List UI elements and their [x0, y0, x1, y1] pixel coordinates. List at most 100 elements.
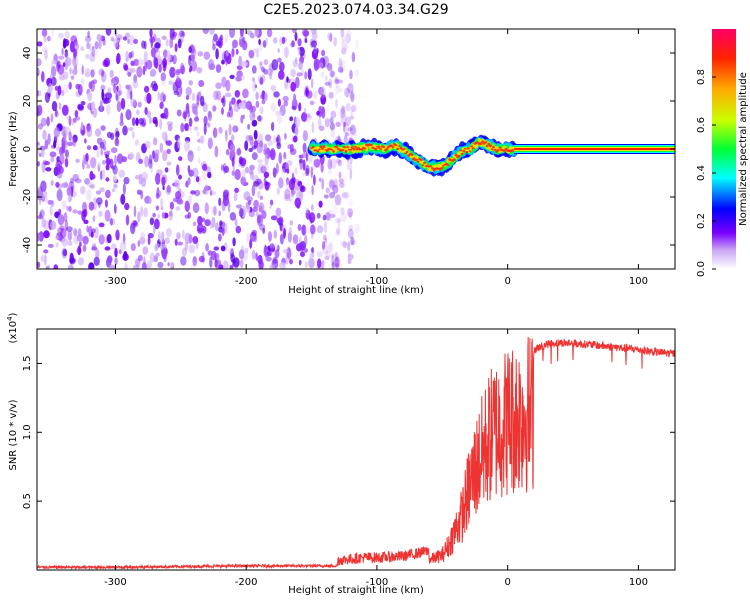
heatmap-noise-blob [353, 129, 357, 138]
heatmap-noise-blob [236, 70, 243, 79]
heatmap-y-axis-label: Frequency (Hz) [8, 111, 19, 187]
heatmap-noise-blob [184, 214, 190, 219]
heatmap-noise-blob [269, 199, 274, 206]
heatmap-noise-blob [70, 75, 75, 80]
heatmap-noise-blob [331, 261, 335, 269]
heatmap-noise-blob [204, 184, 209, 196]
heatmap-noise-blob [121, 156, 128, 163]
heatmap-noise-blob [324, 118, 330, 128]
heatmap-noise-blob [329, 158, 337, 169]
heatmap-noise-blob [135, 117, 139, 127]
heatmap-noise-blob [105, 164, 110, 171]
heatmap-noise-blob [327, 158, 333, 170]
heatmap-noise-blob [302, 172, 306, 177]
heatmap-noise-blob [254, 84, 257, 89]
heatmap-noise-blob [259, 106, 264, 114]
heatmap-noise-blob [73, 42, 80, 51]
heatmap-noise-blob [144, 140, 151, 149]
heatmap-noise-blob [275, 137, 280, 143]
heatmap-noise-blob [218, 197, 222, 207]
heatmap-noise-blob [162, 60, 167, 72]
heatmap-noise-blob [246, 206, 251, 213]
heatmap-noise-blob [257, 159, 263, 164]
colorbar-label: Normalized spectral amplitude [738, 72, 749, 226]
heatmap-noise-blob [68, 194, 72, 203]
heatmap-noise-blob [111, 165, 116, 170]
heatmap-noise-blob [82, 154, 86, 166]
heatmap-noise-blob [249, 164, 255, 171]
heatmap-noise-blob [84, 153, 89, 165]
heatmap-noise-blob [349, 124, 356, 136]
heatmap-noise-blob [66, 186, 72, 196]
heatmap-noise-blob [50, 113, 54, 123]
heatmap-noise-blob [276, 111, 284, 116]
heatmap-noise-blob [347, 228, 354, 239]
heatmap-noise-blob [234, 90, 240, 98]
heatmap-noise-blob [129, 91, 133, 100]
heatmap-noise-blob [286, 177, 290, 185]
heatmap-noise-blob [304, 248, 308, 253]
heatmap-noise-blob [122, 125, 128, 136]
heatmap-noise-blob [105, 29, 112, 36]
heatmap-noise-blob [274, 249, 280, 259]
heatmap-noise-blob [338, 57, 343, 67]
heatmap-noise-blob [347, 241, 351, 252]
heatmap-trace-cell [454, 153, 458, 157]
heatmap-noise-blob [232, 237, 236, 247]
heatmap-noise-blob [221, 76, 227, 88]
heatmap-noise-blob [61, 143, 66, 154]
heatmap-noise-blob [72, 209, 78, 214]
heatmap-noise-blob [39, 209, 45, 218]
heatmap-noise-blob [297, 38, 302, 47]
heatmap-noise-blob [176, 199, 184, 205]
heatmap-noise-blob [159, 101, 164, 109]
heatmap-noise-blob [98, 234, 105, 245]
snr-y-multiplier-base: (x10 [8, 321, 19, 344]
heatmap-noise-blob [37, 104, 43, 116]
heatmap-trace-cell [404, 152, 408, 155]
heatmap-noise-blob [101, 160, 106, 165]
heatmap-noise-blob [61, 47, 64, 56]
heatmap-noise-blob [161, 231, 165, 243]
heatmap-noise-blob [44, 49, 48, 60]
heatmap-trace-cell [415, 158, 419, 161]
heatmap-noise-blob [169, 201, 174, 210]
heatmap-noise-blob [61, 89, 65, 97]
heatmap-noise-blob [211, 205, 218, 216]
heatmap-noise-blob [214, 145, 219, 158]
heatmap-noise-blob [160, 198, 163, 209]
heatmap-noise-blob [203, 51, 211, 60]
heatmap-noise-blob [176, 75, 180, 81]
heatmap-noise-blob [304, 226, 310, 234]
heatmap-noise-blob [266, 29, 273, 38]
heatmap-noise-blob [72, 68, 78, 76]
heatmap-noise-blob [91, 101, 96, 112]
heatmap-noise-blob [83, 219, 89, 225]
heatmap-noise-blob [283, 151, 287, 160]
heatmap-noise-blob [45, 167, 52, 172]
heatmap-noise-blob [320, 162, 324, 173]
heatmap-noise-blob [350, 236, 355, 246]
heatmap-noise-blob [50, 220, 57, 230]
snr-x-ticks: -300 -200 -100 0 100 [104, 329, 648, 588]
heatmap-noise-blob [346, 30, 352, 37]
heatmap-noise-blob [342, 31, 345, 42]
heatmap-noise-blob [90, 173, 96, 180]
heatmap-noise-blob [166, 148, 171, 155]
heatmap-noise-blob [327, 32, 333, 41]
heatmap-trace-cell [492, 145, 495, 149]
heatmap-noise-blob [108, 218, 116, 226]
heatmap-noise-blob [184, 242, 189, 252]
heatmap-noise-blob [67, 230, 73, 241]
heatmap-noise-blob [334, 76, 339, 83]
heatmap-noise-blob [166, 184, 171, 193]
heatmap-noise-blob [257, 254, 263, 265]
heatmap-trace-cell [311, 145, 315, 149]
heatmap-noise-blob [263, 171, 270, 179]
heatmap-noise-blob [130, 98, 137, 108]
heatmap-noise-blob [70, 185, 74, 198]
heatmap-noise-blob [133, 38, 139, 45]
heatmap-noise-blob [322, 214, 327, 221]
heatmap-noise-blob [183, 140, 191, 152]
heatmap-noise-blob [72, 55, 79, 68]
